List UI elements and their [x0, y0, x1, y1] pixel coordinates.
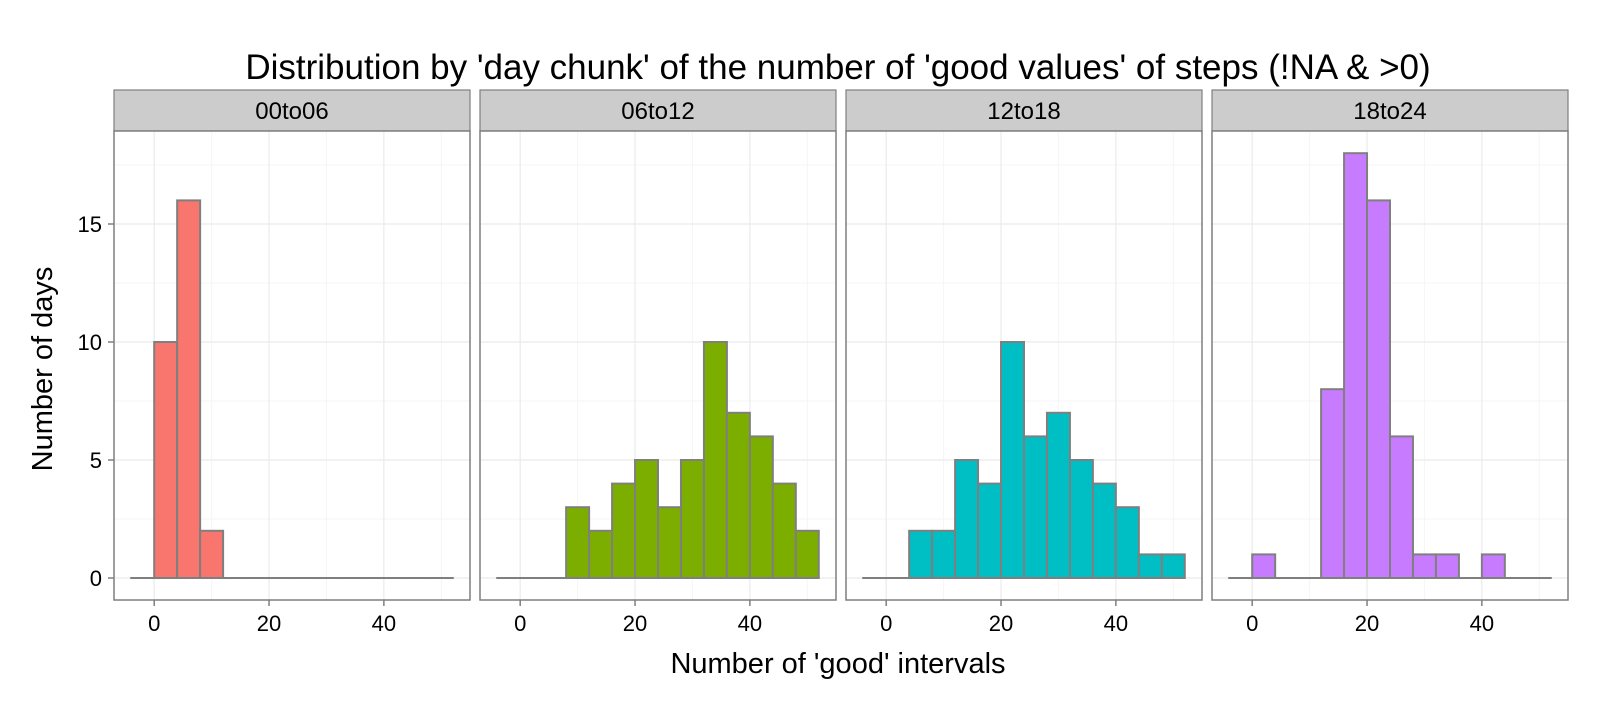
histogram-bar	[1436, 554, 1459, 578]
y-tick-label: 10	[78, 330, 102, 355]
x-tick-label: 0	[1246, 611, 1258, 636]
x-tick-label: 40	[372, 611, 396, 636]
histogram-bar	[773, 484, 796, 578]
x-tick-label: 0	[148, 611, 160, 636]
histogram-bar	[566, 507, 589, 578]
histogram-bar	[1390, 436, 1413, 578]
histogram-bar	[1024, 436, 1047, 578]
facet-panel-18to24: 18to24 0 20 40	[1212, 90, 1568, 636]
histogram-bar	[1344, 153, 1367, 578]
facet-strip-label: 00to06	[255, 98, 328, 125]
histogram-bar	[704, 342, 727, 578]
histogram-bar	[955, 460, 978, 578]
facet-panel-12to18: 12to18 0 20 40	[846, 90, 1202, 636]
histogram-bar	[1001, 342, 1024, 578]
histogram-bar	[1139, 554, 1162, 578]
y-axis-label: Number of days	[27, 267, 59, 472]
histogram-bar	[1367, 200, 1390, 578]
x-tick-label: 0	[880, 611, 892, 636]
histogram-bar	[1070, 460, 1093, 578]
facet-panel-06to12: 06to12 0 20 40	[480, 90, 836, 636]
histogram-bar	[200, 531, 223, 578]
histogram-bar	[727, 413, 750, 578]
x-tick-label: 20	[989, 611, 1013, 636]
facet-strip-label: 06to12	[621, 98, 694, 125]
histogram-bar	[909, 531, 932, 578]
histogram-bar	[796, 531, 819, 578]
x-tick-label: 20	[257, 611, 281, 636]
y-axis: 0 5 10 15	[78, 212, 114, 591]
histogram-bar	[1162, 554, 1185, 578]
x-tick-label: 40	[1470, 611, 1494, 636]
histogram-bar	[681, 460, 704, 578]
x-tick-label: 40	[738, 611, 762, 636]
x-tick-label: 20	[1355, 611, 1379, 636]
histogram-bar	[658, 507, 681, 578]
facet-strip-label: 12to18	[987, 98, 1060, 125]
histogram-bar	[177, 200, 200, 578]
histogram-bar	[154, 342, 177, 578]
facet-panel-00to06: 00to06 0 20 40	[114, 90, 470, 636]
x-tick-label: 20	[623, 611, 647, 636]
histogram-bar	[635, 460, 658, 578]
histogram-bar	[612, 484, 635, 578]
chart-title: Distribution by 'day chunk' of the numbe…	[245, 48, 1430, 87]
y-tick-label: 15	[78, 212, 102, 237]
histogram-bar	[1321, 389, 1344, 578]
histogram-bar	[1047, 413, 1070, 578]
histogram-bar	[978, 484, 1001, 578]
facet-panels: 00to06 0 20 40 06to12 0 20 40 12to18 0 20 40 18to24 0…	[114, 90, 1568, 636]
histogram-bar	[1413, 554, 1436, 578]
y-tick-label: 5	[90, 448, 102, 473]
histogram-bar	[932, 531, 955, 578]
x-tick-label: 40	[1104, 611, 1128, 636]
histogram-bar	[589, 531, 612, 578]
histogram-bar	[1482, 554, 1505, 578]
histogram-bar	[1252, 554, 1275, 578]
x-tick-label: 0	[514, 611, 526, 636]
histogram-bar	[750, 436, 773, 578]
histogram-bar	[1116, 507, 1139, 578]
y-tick-label: 0	[90, 566, 102, 591]
histogram-bar	[1093, 484, 1116, 578]
x-axis-label: Number of 'good' intervals	[670, 648, 1005, 680]
facet-strip-label: 18to24	[1353, 98, 1426, 125]
